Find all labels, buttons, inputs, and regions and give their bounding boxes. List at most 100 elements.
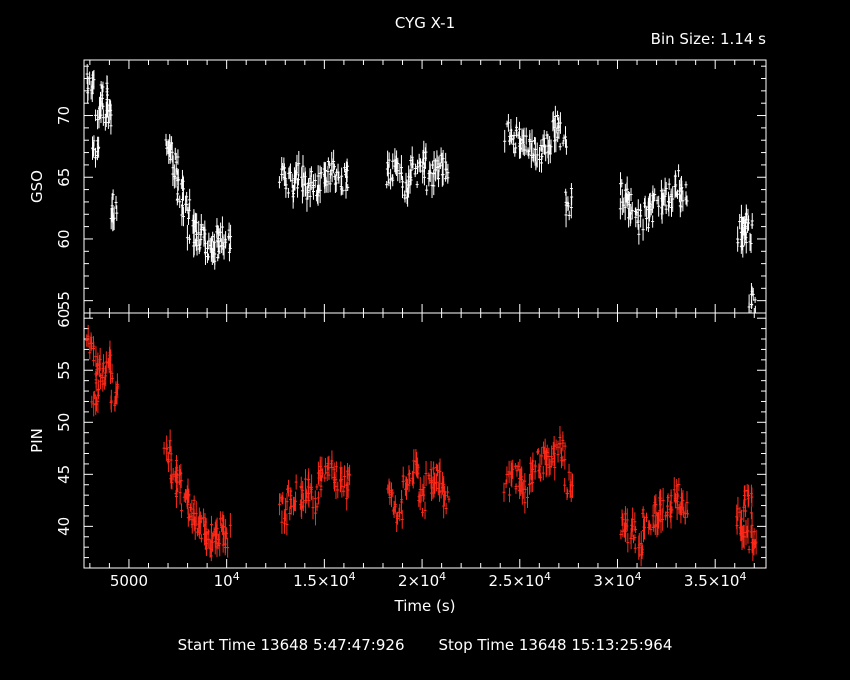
data-point: [85, 324, 96, 367]
data-point: [401, 465, 412, 500]
data-point: [215, 216, 226, 260]
data-point: [400, 165, 412, 207]
y-tick-label: 55: [55, 361, 73, 380]
y-tick-label: 60: [55, 309, 73, 328]
bin-size-label: Bin Size: 1.14 s: [650, 30, 766, 48]
y-axis-label: GSO: [28, 170, 46, 203]
chart-title: CYG X-1: [394, 14, 456, 32]
data-point: [221, 512, 232, 558]
data-point: [511, 459, 522, 500]
data-point: [109, 373, 120, 413]
data-point: [417, 475, 427, 520]
data-point: [557, 112, 568, 155]
y-tick-label: 60: [55, 229, 73, 248]
data-point: [510, 117, 522, 159]
data-point: [659, 177, 667, 224]
y-tick-label: 65: [55, 168, 73, 187]
data-point: [563, 463, 575, 502]
data-point: [641, 506, 653, 543]
data-point: [550, 436, 560, 481]
data-point: [747, 512, 758, 561]
y-tick-label: 55: [55, 291, 73, 310]
data-point: [385, 150, 395, 190]
data-point: [542, 438, 552, 478]
data-point: [649, 185, 661, 228]
data-point: [317, 161, 328, 204]
data-point: [386, 478, 396, 519]
data-point: [294, 474, 305, 520]
data-point: [739, 511, 750, 550]
y-tick-label: 50: [55, 413, 73, 432]
data-point: [441, 472, 451, 519]
data-point: [743, 208, 754, 254]
data-point: [192, 500, 202, 540]
data-point: [519, 466, 530, 514]
data-series: [85, 324, 758, 567]
data-point: [90, 135, 101, 168]
data-point: [342, 463, 352, 511]
data-point: [747, 282, 757, 313]
panel-frame: [83, 59, 767, 314]
data-point: [657, 487, 668, 533]
data-point: [533, 137, 545, 173]
data-point: [625, 507, 637, 553]
data-point: [424, 460, 436, 502]
data-point: [633, 526, 644, 567]
data-point: [103, 99, 113, 135]
data-point: [526, 129, 537, 168]
data-point: [104, 340, 114, 387]
stop-time: Stop Time 13648 15:13:25:964: [438, 636, 673, 654]
data-point: [409, 146, 419, 189]
data-point: [410, 449, 420, 489]
data-point: [664, 178, 675, 217]
data-point: [169, 454, 180, 491]
data-point: [98, 75, 109, 113]
data-point: [393, 489, 404, 533]
data-point: [164, 133, 174, 164]
data-series: [85, 63, 757, 313]
data-point: [503, 113, 514, 153]
data-point: [221, 222, 233, 262]
data-point: [558, 426, 567, 470]
data-point: [432, 458, 443, 502]
data-point: [333, 461, 344, 500]
y-tick-label: 45: [55, 465, 73, 484]
data-point: [633, 199, 645, 245]
data-point: [90, 374, 100, 417]
x-tick-label: 1.5×104: [293, 570, 356, 590]
data-point: [324, 149, 336, 193]
x-tick-label: 2.5×104: [489, 570, 552, 590]
x-axis-label: Time (s): [394, 597, 456, 615]
data-point: [341, 158, 350, 199]
data-point: [180, 188, 192, 227]
data-point: [301, 468, 311, 514]
data-point: [332, 163, 344, 196]
data-point: [309, 474, 320, 526]
x-tick-label: 3.5×104: [684, 570, 747, 590]
data-point: [85, 63, 96, 104]
time-footer: Start Time 13648 5:47:47:926 Stop Time 13…: [0, 636, 850, 654]
data-point: [432, 147, 443, 188]
x-tick-label: 2×104: [398, 570, 446, 590]
y-tick-label: 40: [55, 517, 73, 536]
data-point: [277, 156, 288, 198]
data-point: [502, 460, 514, 503]
data-point: [293, 150, 305, 204]
y-axis-label: PIN: [28, 428, 46, 453]
data-point: [440, 149, 450, 187]
data-point: [673, 164, 684, 203]
data-point: [618, 172, 629, 221]
data-point: [174, 461, 183, 509]
data-point: [302, 167, 312, 212]
data-point: [564, 183, 574, 228]
data-point: [518, 127, 528, 159]
x-tick-label: 5000: [110, 572, 148, 590]
data-point: [393, 148, 404, 184]
data-point: [678, 178, 689, 218]
x-tick-label: 104: [214, 570, 240, 590]
data-point: [665, 489, 674, 529]
data-point: [672, 477, 681, 521]
data-point: [180, 478, 191, 518]
data-point: [316, 456, 327, 498]
